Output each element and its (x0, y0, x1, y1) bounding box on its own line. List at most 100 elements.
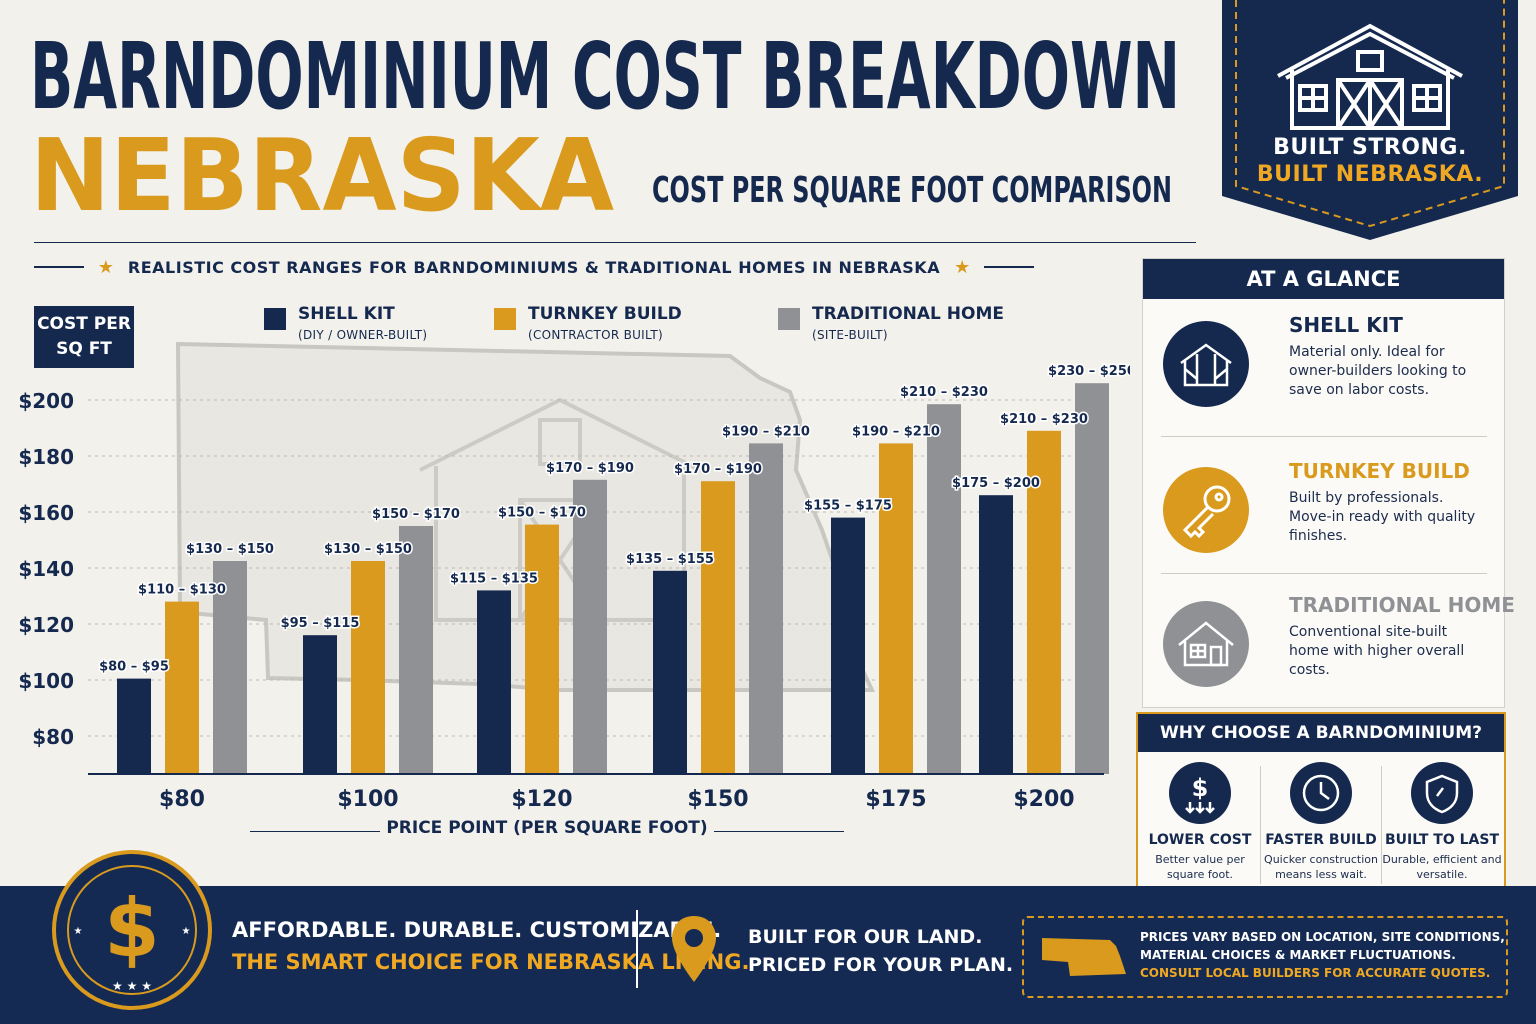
glance-text: Built by professionals. Move-in ready wi… (1289, 490, 1476, 544)
tagline-row: ★ REALISTIC COST RANGES FOR BARNDOMINIUM… (34, 252, 1034, 282)
footer-center-1: BUILT FOR OUR LAND. (748, 926, 983, 948)
why-item-faster-build: FASTER BUILD Quicker construction means … (1261, 762, 1381, 892)
y-tick-label: $180 (18, 445, 74, 469)
legend-label: TRADITIONAL HOME (812, 304, 1004, 324)
page-title-text: BARNDOMINIUM COST BREAKDOWN (30, 23, 1180, 124)
y-axis-label: COST PER SQ FT (34, 306, 134, 368)
location-pin-icon (672, 916, 716, 982)
barn-logo-icon (1277, 23, 1463, 130)
disclaimer-line-2: MATERIAL CHOICES & MARKET FLUCTUATIONS. (1140, 948, 1456, 962)
y-tick-label: $80 (32, 725, 74, 749)
bar-value-label: $210 – $230 (900, 385, 988, 400)
bar (399, 526, 433, 774)
bar-value-label: $130 – $150 (324, 542, 412, 557)
bar (701, 481, 735, 774)
bar-value-label: $150 – $170 (372, 507, 460, 522)
bar (477, 590, 511, 774)
chart-subtitle-text: COST PER SQUARE FOOT COMPARISON (652, 170, 1172, 211)
badge-line-2: BUILT NEBRASKA. (1256, 162, 1484, 187)
dollar-coin-icon: $ ★ ★ ★ ★ ★ (52, 850, 212, 1010)
bar-value-label: $150 – $170 (498, 506, 586, 521)
state-title-text: NEBRASKA (30, 118, 614, 224)
glance-item-shell-kit: SHELL KIT Material only. Ideal for owner… (1143, 313, 1504, 443)
why-item-lower-cost: $ LOWER COST Better value per square foo… (1140, 762, 1260, 892)
bar-value-label: $190 – $210 (722, 424, 810, 439)
why-text: Durable, efficient and versatile. (1382, 853, 1502, 881)
page-title: BARNDOMINIUM COST BREAKDOWN (30, 23, 1180, 124)
nebraska-map-icon (1042, 938, 1126, 976)
at-a-glance-heading: AT A GLANCE (1143, 259, 1504, 299)
y-tick-label: $140 (18, 557, 74, 581)
glance-title: SHELL KIT (1289, 313, 1403, 337)
why-choose-heading: WHY CHOOSE A BARNDOMINIUM? (1138, 714, 1504, 752)
star-icon: ★ (97, 256, 114, 278)
footer-center-2: PRICED FOR YOUR PLAN. (748, 954, 1014, 976)
tagline: REALISTIC COST RANGES FOR BARNDOMINIUMS … (127, 257, 941, 277)
disclaimer-line-3: CONSULT LOCAL BUILDERS FOR ACCURATE QUOT… (1140, 966, 1491, 980)
house-icon (1163, 601, 1249, 687)
badge-line-1: BUILT STRONG. (1273, 135, 1467, 160)
why-divider (1381, 766, 1382, 884)
disclaimer-line-1: PRICES VARY BASED ON LOCATION, SITE COND… (1140, 930, 1505, 944)
glance-item-traditional-home: TRADITIONAL HOME Conventional site-built… (1143, 593, 1515, 723)
svg-text:$: $ (104, 882, 160, 975)
bar (213, 561, 247, 774)
state-title: NEBRASKA (30, 118, 614, 224)
chart-subtitle: COST PER SQUARE FOOT COMPARISON (652, 170, 1172, 211)
bar-value-label: $115 – $135 (450, 571, 538, 586)
legend-note: (CONTRACTOR BUILT) (528, 328, 663, 342)
bar (831, 517, 865, 774)
glance-text: Conventional site-built home with higher… (1289, 624, 1465, 678)
tagline-dash-left (34, 266, 84, 268)
tagline-dash-right (984, 266, 1034, 268)
svg-text:★: ★ (182, 926, 191, 937)
bar-value-label: $110 – $130 (138, 583, 226, 598)
footer-divider (636, 910, 638, 988)
x-axis-label-text: PRICE POINT (PER SQUARE FOOT) (386, 818, 708, 838)
bar (117, 678, 151, 774)
star-icon: ★ (954, 256, 971, 278)
bar-value-label: $130 – $150 (186, 542, 274, 557)
legend-swatch (264, 308, 286, 330)
barn-frame-icon (1163, 321, 1249, 407)
why-divider (1260, 766, 1261, 884)
bar (525, 524, 559, 774)
chart-legend: SHELL KIT (DIY / OWNER-BUILT) TURNKEY BU… (264, 304, 1024, 350)
y-tick-label: $100 (18, 669, 74, 693)
bar (879, 443, 913, 774)
x-tick-label: $100 (337, 787, 398, 812)
header-divider (34, 242, 1196, 243)
y-tick-label: $160 (18, 501, 74, 525)
legend-swatch (494, 308, 516, 330)
footer-slogan-1: AFFORDABLE. DURABLE. CUSTOMIZABLE. (232, 918, 722, 942)
bar-value-label: $175 – $200 (952, 476, 1040, 491)
svg-text:★: ★ (74, 926, 83, 937)
glance-title: TURNKEY BUILD (1289, 459, 1470, 483)
bar-value-label: $95 – $115 (281, 616, 360, 631)
bar (303, 635, 337, 774)
x-tick-label: $120 (511, 787, 572, 812)
bar-value-label: $170 – $190 (674, 462, 762, 477)
y-tick-label: $200 (18, 389, 74, 413)
why-text: Better value per square foot. (1155, 853, 1245, 881)
bar (749, 443, 783, 774)
x-axis-ticks: $80 $100 $120 $150 $175 $200 (159, 787, 1075, 812)
legend-label: SHELL KIT (298, 304, 395, 324)
legend-note: (SITE-BUILT) (812, 328, 888, 342)
legend-swatch (778, 308, 800, 330)
bar-value-label: $80 – $95 (99, 660, 169, 675)
bar (1027, 430, 1061, 774)
bar (653, 570, 687, 774)
glance-item-turnkey-build: TURNKEY BUILD Built by professionals. Mo… (1143, 459, 1504, 589)
legend-note: (DIY / OWNER-BUILT) (298, 328, 428, 342)
footer-slogan-2: THE SMART CHOICE FOR NEBRASKA LIVING. (232, 950, 750, 974)
x-axis-label: PRICE POINT (PER SQUARE FOOT) (250, 818, 844, 846)
x-tick-label: $80 (159, 787, 205, 812)
y-axis-ticks: $80 $100 $120 $140 $160 $180 $200 (18, 389, 74, 749)
y-tick-label: $120 (18, 613, 74, 637)
glance-divider (1161, 573, 1487, 574)
bars (117, 383, 1109, 774)
bar (165, 601, 199, 774)
glance-title: TRADITIONAL HOME (1289, 593, 1515, 617)
legend-label: TURNKEY BUILD (528, 304, 682, 324)
